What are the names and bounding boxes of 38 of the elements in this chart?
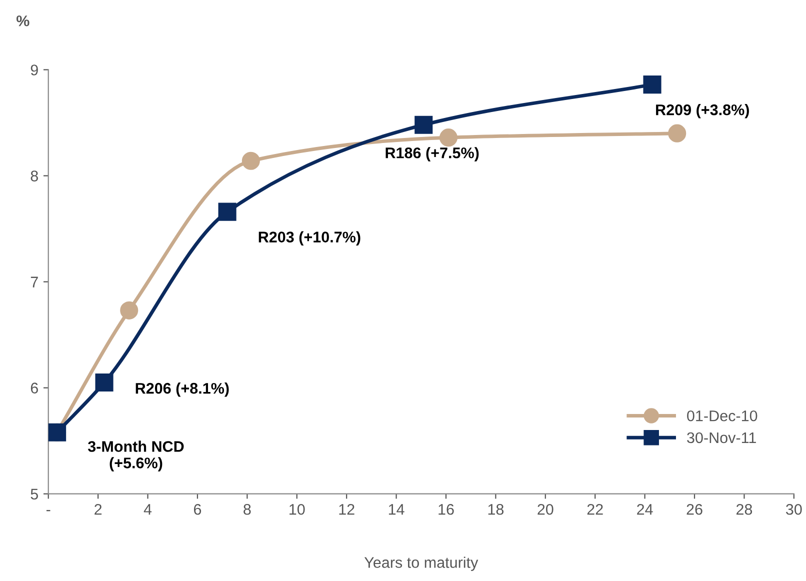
- x-tick-label: 20: [538, 504, 554, 515]
- annotation: R206 (+8.1%): [136, 382, 229, 397]
- x-tick-label: -: [46, 510, 50, 512]
- x-tick-label: 22: [587, 504, 603, 515]
- x-tick-label: 14: [388, 504, 404, 515]
- y-tick-label: 8: [30, 170, 38, 182]
- point: [218, 202, 236, 221]
- x-tick-label: 10: [290, 504, 305, 515]
- y-tick-label: 5: [30, 488, 38, 500]
- x-tick-label: 16: [438, 504, 454, 515]
- y-tick-label: 7: [30, 276, 38, 288]
- x-tick-label: 12: [339, 504, 354, 515]
- legend-label: 01-Dec-10: [687, 410, 758, 422]
- x-tick-label: 28: [736, 504, 752, 515]
- point: [668, 124, 686, 142]
- x-tick-label: 4: [144, 504, 152, 515]
- y-axis-title: %: [16, 16, 30, 26]
- x-axis-title: Years to maturity: [364, 556, 478, 571]
- point: [120, 301, 138, 320]
- legend-label: 30-Nov-11: [687, 432, 756, 444]
- y-tick-label: 6: [30, 382, 38, 394]
- annotation: R209 (+3.8%): [656, 104, 749, 118]
- y-tick-label: 9: [30, 64, 38, 76]
- x-tick-label: 24: [637, 504, 653, 515]
- x-tick-label: 8: [244, 504, 251, 515]
- x-tick-label: 2: [94, 504, 102, 515]
- point: [643, 76, 662, 94]
- x-tick-label: 6: [194, 504, 202, 515]
- x-tick-label: 26: [686, 504, 702, 515]
- x-tick-label: 18: [488, 504, 504, 515]
- point: [414, 116, 433, 134]
- annotation: 3-Month NCD (+5.6%): [88, 440, 184, 472]
- point: [439, 128, 458, 147]
- x-tick-label: 30: [786, 504, 802, 515]
- annotation: R203 (+10.7%): [258, 231, 360, 246]
- point: [95, 373, 114, 392]
- annotation: R186 (+7.5%): [386, 147, 479, 162]
- point: [242, 152, 260, 170]
